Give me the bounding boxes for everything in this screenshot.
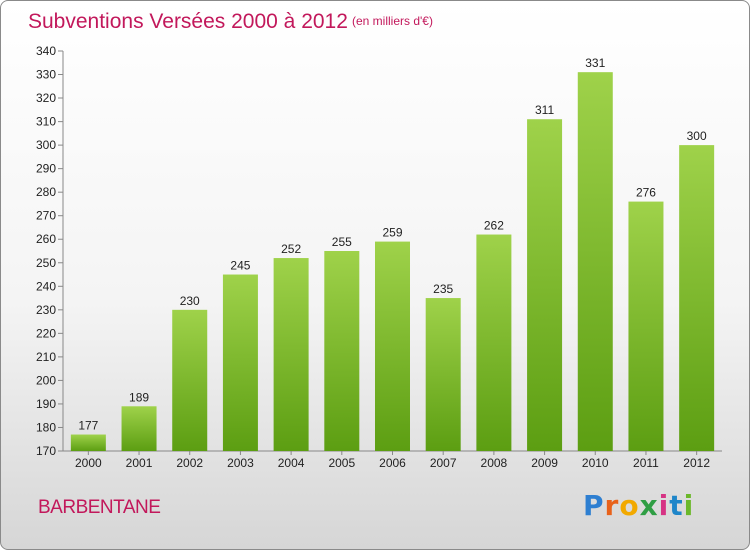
data-label-2002: 230: [180, 294, 200, 308]
y-tick-label: 310: [36, 115, 56, 129]
x-tick-label: 2009: [531, 456, 558, 470]
y-tick-label: 300: [36, 138, 56, 152]
y-tick-label: 230: [36, 303, 56, 317]
bar-2009: [527, 119, 563, 451]
x-tick-label: 2008: [481, 456, 508, 470]
y-tick-label: 190: [36, 397, 56, 411]
bar-2007: [425, 298, 461, 451]
y-tick-label: 170: [36, 444, 56, 458]
data-label-2006: 259: [382, 226, 402, 240]
town-name: BARBENTANE: [38, 497, 161, 518]
x-tick-label: 2010: [582, 456, 609, 470]
x-tick-label: 2011: [633, 456, 659, 470]
y-tick-label: 340: [36, 44, 56, 58]
data-label-2012: 300: [687, 129, 707, 143]
data-label-2008: 262: [484, 219, 504, 233]
chart-subtitle: (en milliers d'€): [352, 14, 433, 28]
bar-2010: [577, 72, 613, 452]
x-tick-label: 2012: [683, 456, 710, 470]
bar-2003: [222, 274, 258, 451]
x-tick-label: 2000: [75, 456, 102, 470]
x-tick-label: 2002: [176, 456, 203, 470]
x-tick-label: 2003: [227, 456, 254, 470]
data-label-2011: 276: [636, 186, 656, 200]
y-tick-label: 180: [36, 420, 56, 434]
y-tick-label: 290: [36, 162, 56, 176]
bar-2011: [628, 201, 664, 451]
bar-2000: [70, 434, 106, 451]
data-label-2000: 177: [78, 419, 98, 433]
y-tick-label: 220: [36, 326, 56, 340]
bar-2012: [679, 145, 715, 451]
bar-2001: [121, 406, 157, 451]
bar-2005: [324, 251, 360, 451]
bar-2002: [172, 309, 208, 451]
y-tick-label: 210: [36, 350, 56, 364]
y-tick-label: 200: [36, 373, 56, 387]
data-label-2004: 252: [281, 242, 301, 256]
chart-title: Subventions Versées 2000 à 2012: [28, 10, 348, 33]
y-tick-label: 280: [36, 185, 56, 199]
y-tick-label: 330: [36, 68, 56, 82]
x-tick-label: 2004: [278, 456, 305, 470]
proxiti-logo: Proxiti: [583, 489, 695, 522]
data-label-2010: 331: [585, 56, 605, 70]
y-tick-label: 320: [36, 91, 56, 105]
data-label-2009: 311: [535, 103, 554, 117]
y-tick-label: 240: [36, 279, 56, 293]
bar-2008: [476, 234, 512, 451]
data-label-2007: 235: [433, 282, 453, 296]
y-tick-label: 270: [36, 209, 56, 223]
x-tick-label: 2006: [379, 456, 406, 470]
y-tick-label: 250: [36, 256, 56, 270]
data-label-2001: 189: [129, 390, 149, 404]
x-tick-label: 2007: [430, 456, 457, 470]
data-label-2003: 245: [230, 259, 250, 273]
bar-2006: [375, 241, 410, 451]
x-tick-label: 2001: [126, 456, 153, 470]
x-tick-label: 2005: [328, 456, 355, 470]
bar-2004: [273, 258, 309, 451]
y-tick-label: 260: [36, 232, 56, 246]
data-label-2005: 255: [332, 235, 352, 249]
